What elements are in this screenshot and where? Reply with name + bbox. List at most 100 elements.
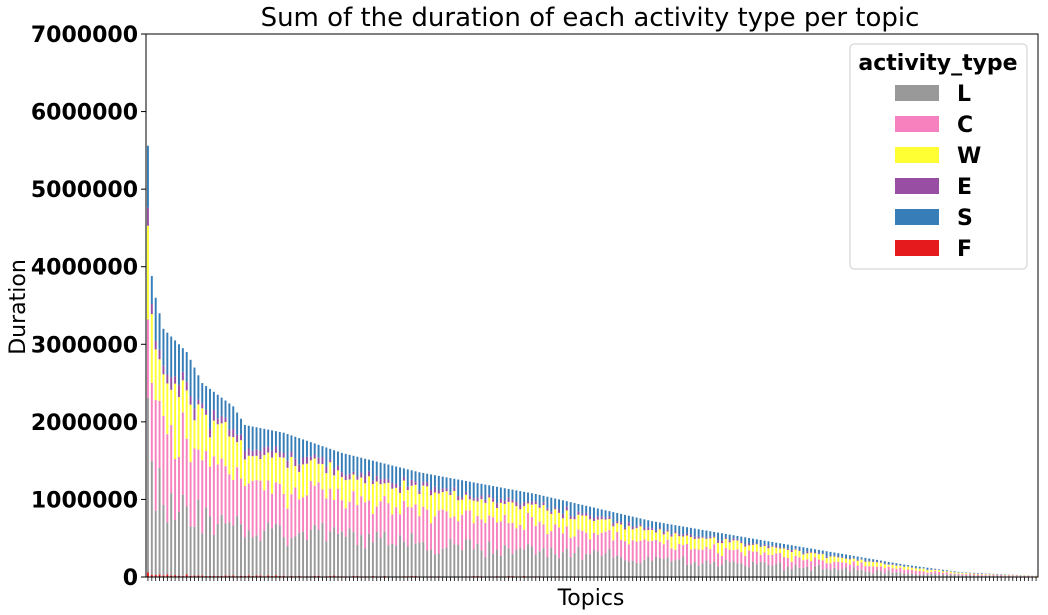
- bar-segment-L: [686, 564, 688, 577]
- bar-segment-L: [360, 535, 363, 577]
- bar-segment-W: [356, 479, 359, 506]
- bar-segment-S: [841, 553, 844, 558]
- bar-segment-W: [647, 530, 650, 542]
- bar-segment-F: [150, 574, 153, 577]
- bar-segment-S: [891, 562, 894, 565]
- bar-segment-L: [825, 568, 828, 577]
- bar-segment-C: [457, 521, 460, 545]
- bar-segment-E: [406, 486, 409, 491]
- bar-segment-W: [732, 540, 735, 551]
- bar-segment-F: [267, 575, 270, 577]
- x-axis-label: Topics: [557, 586, 625, 611]
- bar-segment-E: [321, 457, 324, 465]
- bar-segment-W: [837, 557, 840, 562]
- bar-segment-W: [201, 408, 204, 461]
- bar-segment-L: [527, 544, 529, 577]
- bar-segment-W: [236, 442, 239, 468]
- bar-segment-S: [573, 503, 576, 517]
- bar-segment-C: [713, 544, 716, 562]
- bar-segment-S: [538, 494, 541, 506]
- bar-segment-C: [1015, 575, 1018, 577]
- bar-segment-S: [693, 528, 696, 537]
- bar-segment-W: [895, 565, 898, 569]
- bar-segment-S: [821, 550, 824, 554]
- bar-segment-W: [166, 383, 169, 435]
- bar-segment-S: [829, 551, 832, 556]
- bar-segment-S: [267, 429, 270, 447]
- bar-segment-F: [232, 575, 235, 577]
- bar-segment-C: [286, 508, 289, 546]
- bar-segment-C: [709, 549, 712, 564]
- bar-segment-L: [507, 548, 510, 577]
- bar-segment-C: [441, 509, 444, 549]
- bar-segment-C: [340, 500, 343, 532]
- bar-segment-W: [748, 545, 751, 551]
- bar-segment-L: [461, 550, 464, 577]
- bar-segment-S: [274, 431, 277, 447]
- bar-segment-C: [810, 561, 813, 571]
- bar-segment-S: [150, 276, 153, 305]
- y-tick-label: 4000000: [31, 256, 138, 281]
- bar-segment-W: [209, 437, 211, 467]
- bar-segment-S: [872, 559, 875, 562]
- bar-segment-E: [240, 434, 242, 441]
- bar-segment-S: [197, 375, 200, 400]
- bar-segment-C: [519, 524, 522, 548]
- bar-segment-S: [170, 336, 173, 378]
- bar-segment-E: [635, 526, 638, 529]
- bar-segment-S: [298, 438, 301, 465]
- bar-segment-F: [271, 575, 274, 577]
- bar-segment-C: [969, 574, 972, 576]
- bar-segment-S: [457, 479, 460, 497]
- bar-segment-S: [476, 483, 479, 498]
- bar-segment-C: [468, 510, 471, 540]
- bar-segment-C: [701, 549, 704, 564]
- bar-segment-E: [364, 475, 367, 484]
- bar-segment-C: [418, 516, 421, 543]
- bar-segment-W: [305, 463, 308, 496]
- bar-segment-W: [383, 483, 386, 497]
- bar-segment-F: [212, 575, 215, 577]
- bar-segment-S: [616, 513, 619, 522]
- bar-segment-L: [561, 552, 564, 577]
- bar-segment-L: [961, 575, 964, 577]
- bar-segment-C: [775, 553, 778, 564]
- bar-segment-C: [907, 569, 910, 574]
- y-axis-label: Duration: [6, 259, 31, 355]
- bar-segment-S: [942, 569, 944, 571]
- bar-segment-L: [302, 531, 305, 577]
- bar-segment-C: [860, 562, 863, 570]
- bar-segment-W: [558, 512, 561, 528]
- bar-segment-E: [705, 537, 708, 539]
- bar-segment-L: [624, 560, 626, 577]
- bar-segment-W: [220, 423, 223, 459]
- bar-segment-W: [181, 380, 184, 413]
- bar-segment-E: [616, 521, 619, 524]
- bar-segment-S: [503, 488, 506, 501]
- bar-segment-L: [984, 575, 987, 577]
- bar-segment-C: [732, 550, 735, 562]
- bar-segment-S: [185, 352, 188, 382]
- bar-segment-S: [670, 524, 673, 535]
- bar-segment-W: [802, 554, 805, 561]
- bar-segment-F: [240, 575, 242, 577]
- bar-segment-S: [748, 537, 751, 544]
- bar-segment-F: [209, 575, 211, 577]
- bar-segment-C: [1004, 575, 1007, 577]
- bar-segment-L: [891, 572, 894, 577]
- bar-segment-E: [643, 527, 646, 531]
- bar-segment-C: [965, 574, 968, 576]
- bar-segment-W: [868, 561, 871, 567]
- bar-segment-F: [220, 575, 223, 577]
- bar-segment-L: [926, 574, 929, 577]
- bar-segment-C: [755, 551, 758, 565]
- bar-segment-C: [348, 501, 351, 529]
- bar-segment-C: [496, 522, 498, 550]
- bar-segment-L: [709, 563, 712, 577]
- bar-segment-C: [980, 575, 983, 576]
- bar-segment-S: [348, 454, 351, 474]
- bar-segment-S: [313, 443, 316, 455]
- bar-segment-S: [523, 491, 526, 503]
- bar-segment-C: [274, 482, 277, 524]
- bar-segment-E: [426, 482, 429, 487]
